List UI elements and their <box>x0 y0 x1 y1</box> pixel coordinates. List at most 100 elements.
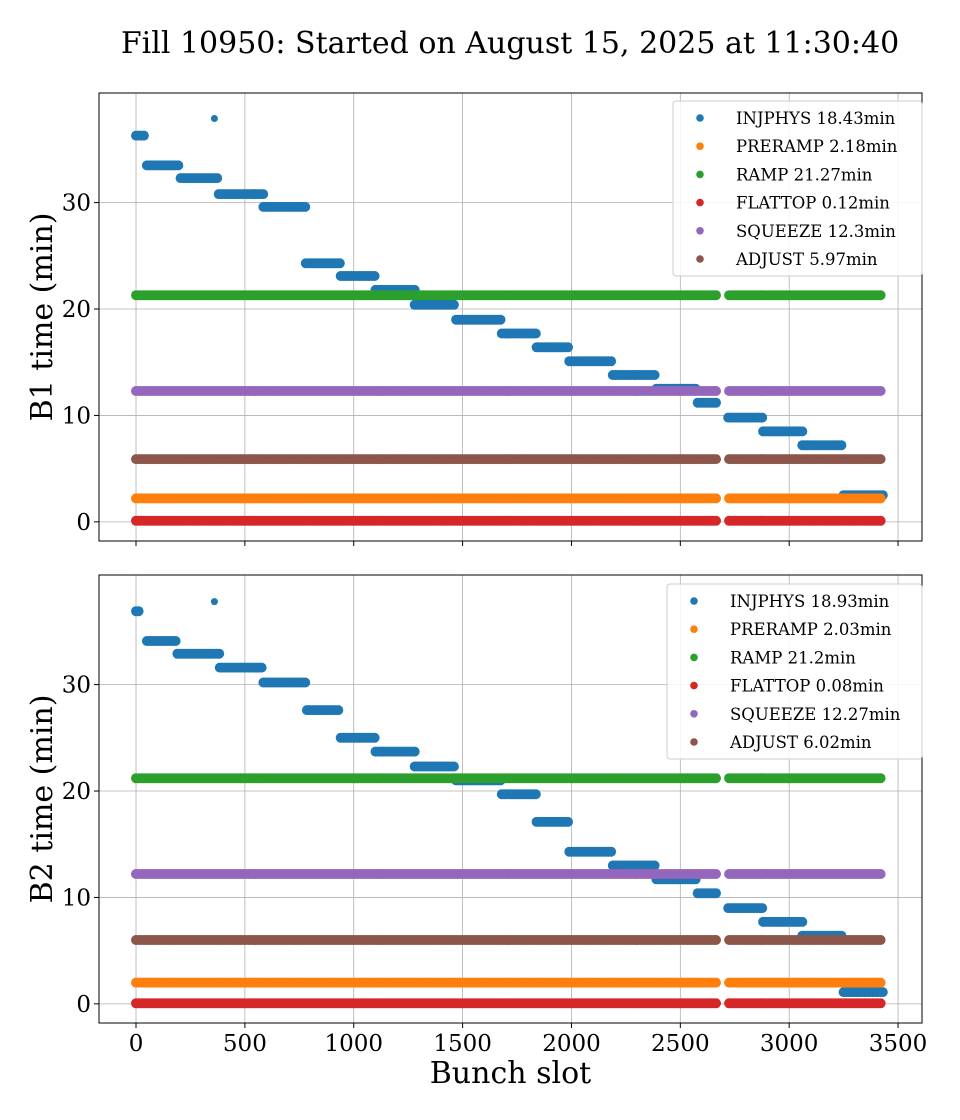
y-tick-label: 10 <box>62 403 91 429</box>
data-point <box>606 356 617 367</box>
data-point <box>606 846 617 857</box>
x-tick-label: 500 <box>223 1031 267 1057</box>
data-point <box>711 493 721 504</box>
legend-entry: ADJUST 6.02min <box>729 733 872 752</box>
data-point <box>875 998 886 1009</box>
data-point <box>836 440 847 451</box>
data-point <box>649 860 660 871</box>
series-6 <box>131 454 886 465</box>
legend-entry: FLATTOP 0.12min <box>736 194 890 213</box>
data-point <box>711 397 721 408</box>
series-1 <box>131 115 888 501</box>
data-point <box>875 515 886 526</box>
series-4 <box>131 515 886 526</box>
data-point <box>875 935 886 945</box>
legend-marker <box>696 142 704 150</box>
legend-entry: INJPHYS 18.43min <box>736 109 896 128</box>
y-tick-label: 0 <box>76 510 91 536</box>
legend-marker <box>690 681 698 690</box>
x-tick-label: 3000 <box>760 1031 819 1057</box>
data-points <box>131 598 888 1009</box>
legend: INJPHYS 18.93min PRERAMP 2.03min RAMP 21.2… <box>666 583 923 760</box>
data-point <box>711 869 721 879</box>
plot-frame <box>98 574 923 1024</box>
series-2 <box>131 493 886 504</box>
data-point <box>173 160 184 171</box>
data-point <box>214 648 225 659</box>
legend-entry: FLATTOP 0.08min <box>730 677 884 696</box>
data-point <box>875 773 886 784</box>
y-axis-label: B2 time (min) <box>25 695 60 904</box>
legend-entry: RAMP 21.27min <box>736 165 873 184</box>
legend-entry: SQUEEZE 12.3min <box>736 222 896 241</box>
x-tick-label: 1500 <box>433 1031 492 1057</box>
data-point <box>256 662 267 673</box>
legend-entry: PRERAMP 2.18min <box>736 137 898 156</box>
data-point <box>875 386 886 396</box>
data-point <box>300 201 311 212</box>
legend-entry: SQUEEZE 12.27min <box>730 705 901 724</box>
series-4 <box>131 998 886 1009</box>
legend-entry: RAMP 21.2min <box>730 648 856 667</box>
data-point <box>875 493 886 504</box>
data-point <box>797 426 808 437</box>
data-point <box>875 977 886 988</box>
data-point <box>711 386 721 396</box>
data-point <box>495 314 506 325</box>
data-point <box>409 746 420 757</box>
data-point <box>530 328 541 339</box>
data-point <box>210 115 218 122</box>
x-tick-label: 2000 <box>542 1031 601 1057</box>
legend-marker <box>690 738 698 746</box>
data-point <box>711 935 721 945</box>
legend-marker <box>696 114 704 122</box>
legend-marker <box>690 710 698 718</box>
data-point <box>563 816 573 827</box>
legend-entry: INJPHYS 18.93min <box>730 592 890 611</box>
x-tick-label: 1000 <box>324 1031 383 1057</box>
series-3 <box>131 773 886 784</box>
x-tick-label: 0 <box>129 1031 144 1057</box>
series-5 <box>131 386 886 396</box>
data-point <box>170 636 181 646</box>
data-point <box>875 290 886 301</box>
series-3 <box>131 290 886 301</box>
data-point <box>563 342 573 353</box>
data-point <box>334 258 345 269</box>
series-6 <box>131 935 886 945</box>
legend-marker <box>696 255 704 263</box>
data-point <box>138 130 149 141</box>
legend-marker <box>696 227 704 235</box>
data-point <box>369 271 380 281</box>
data-point <box>369 732 380 743</box>
data-point <box>649 370 660 380</box>
data-point <box>448 299 459 310</box>
x-tick-label: 3500 <box>869 1031 928 1057</box>
data-point <box>258 189 269 200</box>
data-point <box>530 789 541 800</box>
figure-title: Fill 10950: Started on August 15, 2025 a… <box>121 26 899 61</box>
y-axis-label: B1 time (min) <box>25 213 60 422</box>
data-point <box>333 705 344 716</box>
legend-box <box>672 100 923 277</box>
data-point <box>711 515 721 526</box>
data-point <box>711 454 721 465</box>
data-point <box>757 903 768 914</box>
data-point <box>210 598 218 606</box>
legend-box <box>666 583 923 760</box>
legend: INJPHYS 18.43min PRERAMP 2.18min RAMP 21.2… <box>672 100 923 277</box>
data-point <box>448 761 459 772</box>
legend-entry: ADJUST 5.97min <box>735 250 878 269</box>
data-point <box>711 888 721 899</box>
x-axis-label: Bunch slot <box>430 1056 591 1091</box>
data-point <box>711 977 721 988</box>
data-point <box>711 773 721 784</box>
data-point <box>875 869 886 879</box>
y-tick-label: 30 <box>62 191 91 217</box>
series-5 <box>131 869 886 879</box>
data-point <box>711 290 721 301</box>
plot-frame <box>98 92 923 542</box>
